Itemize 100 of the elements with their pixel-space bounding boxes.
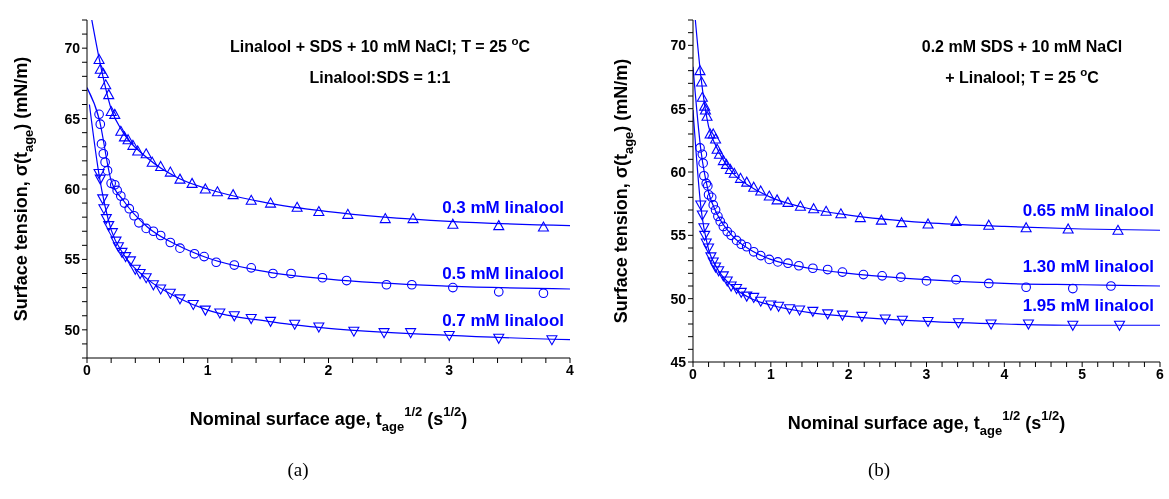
point <box>115 125 127 136</box>
point <box>155 284 167 295</box>
y-tick-label: 55 <box>670 227 687 244</box>
point <box>699 104 711 115</box>
x-tick-label: 0 <box>689 365 698 382</box>
point <box>731 283 743 295</box>
point <box>697 149 708 160</box>
x-tick-label: 1 <box>766 365 775 382</box>
point <box>985 319 997 330</box>
point <box>1020 222 1032 233</box>
point <box>794 200 806 211</box>
point <box>94 63 106 74</box>
point <box>879 314 891 325</box>
point <box>199 305 211 316</box>
point <box>952 318 964 329</box>
point <box>187 299 199 311</box>
point <box>106 228 118 239</box>
point <box>186 177 198 188</box>
point <box>922 316 934 328</box>
point <box>227 189 239 200</box>
point <box>97 194 109 205</box>
point <box>836 310 848 321</box>
point <box>710 205 721 215</box>
y-tick-label: 60 <box>64 180 81 197</box>
point <box>93 168 105 180</box>
point <box>106 178 116 189</box>
series-label: 0.7 mM linalool <box>442 311 564 331</box>
point <box>764 254 775 265</box>
point <box>98 148 109 159</box>
point <box>124 256 137 267</box>
x-tick-label: 3 <box>922 365 931 382</box>
point <box>447 218 459 229</box>
point <box>96 139 107 149</box>
point <box>379 213 391 224</box>
point <box>109 108 121 119</box>
point <box>342 208 354 219</box>
point <box>164 166 176 177</box>
point <box>175 243 185 253</box>
point <box>698 158 708 168</box>
point <box>165 237 176 248</box>
point <box>341 275 352 286</box>
point <box>922 218 934 229</box>
point <box>103 221 115 232</box>
point <box>264 316 277 327</box>
point <box>837 267 848 277</box>
y-tick-label: 50 <box>64 321 81 338</box>
point <box>707 257 719 268</box>
point <box>93 53 105 64</box>
series-label: 0.65 mM linalool <box>1022 201 1154 221</box>
point <box>713 148 726 159</box>
point <box>546 335 558 346</box>
series-label: 1.95 mM linalool <box>1022 296 1154 316</box>
point <box>741 176 753 187</box>
point <box>822 264 833 275</box>
point <box>895 272 906 282</box>
line-series <box>694 20 1160 231</box>
point <box>1113 320 1126 331</box>
point <box>115 191 126 201</box>
point <box>699 100 711 111</box>
x-tick-label: 1 <box>203 361 212 378</box>
point <box>199 251 209 262</box>
point <box>140 273 152 284</box>
point <box>1067 320 1079 331</box>
point <box>112 242 124 253</box>
point <box>700 238 712 249</box>
point <box>731 235 742 246</box>
point <box>772 257 783 267</box>
point <box>808 263 818 274</box>
point <box>103 89 115 100</box>
point <box>493 220 505 231</box>
point <box>736 239 747 250</box>
point <box>122 134 134 145</box>
point <box>755 296 767 307</box>
point <box>725 281 737 292</box>
point <box>211 257 222 268</box>
annotation: Linalool + SDS + 10 mM NaCl; T = 25 $^{o}$C <box>229 35 531 56</box>
point <box>720 158 733 169</box>
series-label: 1.30 mM linalool <box>1022 257 1154 277</box>
point <box>112 185 123 196</box>
y-tick-label: 50 <box>670 290 687 307</box>
point <box>748 181 760 192</box>
point <box>155 230 166 241</box>
y-tick-label: 55 <box>64 251 81 268</box>
point <box>289 319 301 330</box>
point <box>94 109 104 120</box>
point <box>134 268 146 280</box>
point <box>983 278 994 289</box>
point <box>493 333 505 344</box>
point <box>119 198 130 208</box>
point <box>699 230 711 241</box>
point <box>773 301 785 312</box>
point <box>405 328 417 339</box>
point <box>264 197 277 208</box>
point <box>129 264 141 275</box>
y-tick-label: 45 <box>670 353 687 370</box>
point <box>148 226 159 237</box>
point <box>711 143 723 154</box>
point <box>120 252 132 263</box>
point <box>110 236 122 247</box>
point <box>854 212 866 223</box>
